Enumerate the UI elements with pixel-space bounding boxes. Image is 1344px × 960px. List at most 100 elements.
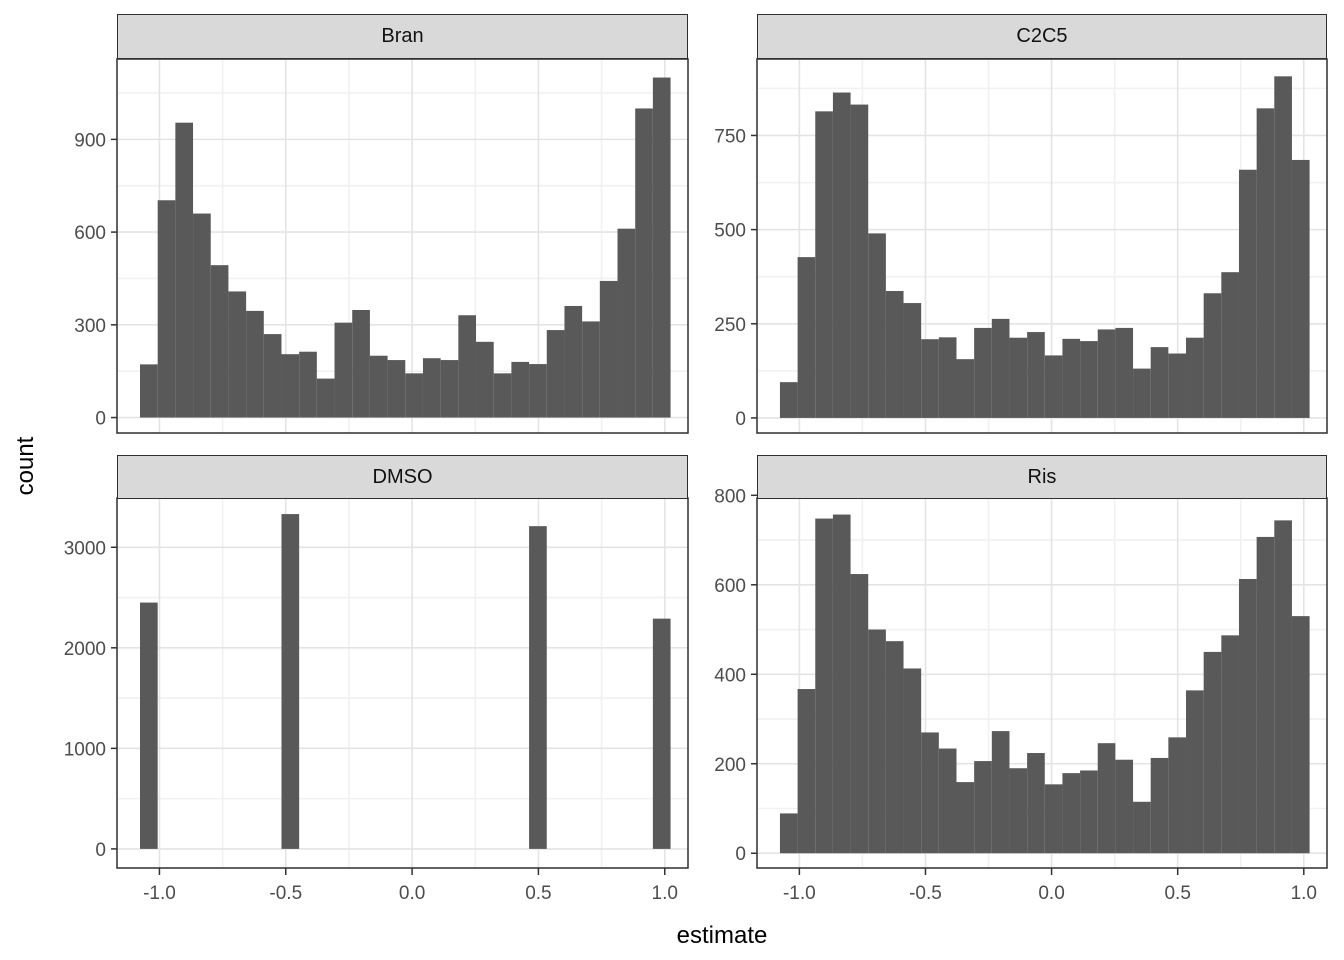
- histogram-bar: [921, 339, 939, 418]
- x-tick-label: 0.5: [525, 883, 551, 904]
- histogram-bar: [1256, 108, 1275, 418]
- y-tick-label: 0: [735, 844, 746, 865]
- histogram-bar: [139, 364, 158, 418]
- histogram-bar: [903, 303, 922, 418]
- histogram-bar: [210, 265, 229, 418]
- histogram-bar: [175, 122, 194, 418]
- histogram-bar: [1238, 578, 1257, 854]
- histogram-bar: [1115, 327, 1134, 418]
- histogram-bar: [1150, 347, 1169, 418]
- histogram-bar: [1168, 353, 1187, 418]
- x-tick-label: 0.5: [1164, 883, 1190, 904]
- histogram-bar: [1203, 651, 1222, 854]
- histogram-bar: [635, 108, 653, 418]
- y-tick-label: 600: [714, 576, 746, 597]
- histogram-bar: [1150, 757, 1169, 854]
- histogram-bar: [832, 514, 851, 854]
- histogram-bar: [1009, 768, 1028, 854]
- histogram-bar: [938, 337, 957, 418]
- facet-panel-dmso: 0 1000 2000 3000 -1.0 -0.5 0.0 0.5 1.0: [64, 497, 689, 904]
- histogram-bar: [1080, 770, 1098, 854]
- histogram-bar: [1221, 635, 1239, 854]
- y-axis-title: count: [12, 436, 39, 496]
- y-tick-label: 200: [714, 755, 746, 776]
- histogram-bar: [797, 689, 816, 854]
- histogram-bar: [868, 233, 886, 418]
- histogram-bar: [779, 382, 798, 418]
- histogram-bar: [387, 360, 406, 418]
- histogram-bar: [546, 330, 565, 418]
- y-tick-label: 0: [95, 840, 106, 861]
- histogram-bar: [422, 358, 441, 418]
- x-tick-label: -1.0: [143, 883, 176, 904]
- histogram-bar: [246, 310, 264, 418]
- y-tick-label: 400: [714, 665, 746, 686]
- histogram-bar: [334, 322, 353, 418]
- histogram-bar: [440, 360, 459, 418]
- y-tick-label: 750: [714, 126, 746, 147]
- facet-panel-ris: 0 200 400 600 800 -1.0 -0.5 0.0 0.5 1.0: [714, 486, 1328, 904]
- histogram-bar: [1009, 337, 1028, 418]
- facet-strip-dmso: DMSO: [117, 455, 688, 499]
- histogram-bar: [1115, 759, 1134, 854]
- x-tick-label: -1.0: [783, 883, 816, 904]
- histogram-bar: [1097, 329, 1116, 418]
- histogram-bar: [1027, 332, 1045, 418]
- histogram-bar: [263, 334, 282, 418]
- histogram-bar: [652, 77, 671, 418]
- histogram-bar: [369, 355, 388, 418]
- histogram-bar: [476, 341, 494, 418]
- histogram-bar: [1097, 743, 1116, 854]
- histogram-bar: [316, 378, 335, 418]
- x-tick-label: -0.5: [269, 883, 302, 904]
- histogram-bar: [1168, 737, 1187, 854]
- histogram-bar: [529, 526, 547, 849]
- facet-strip-c2c5: C2C5: [757, 14, 1327, 59]
- histogram-bar: [352, 309, 370, 418]
- y-tick-label: 500: [714, 221, 746, 242]
- histogram-bar: [885, 641, 904, 854]
- histogram-bar: [582, 321, 600, 418]
- histogram-bar: [228, 291, 247, 418]
- panel-border: [116, 58, 689, 434]
- histogram-bar: [511, 361, 530, 418]
- histogram-bar: [157, 200, 176, 418]
- histogram-bar: [938, 748, 957, 854]
- histogram-bar: [493, 373, 512, 418]
- histogram-bar: [1080, 341, 1098, 418]
- histogram-bar: [599, 280, 618, 418]
- y-tick-label: 250: [714, 315, 746, 336]
- facet-panel-c2c5: 0 250 500 750: [714, 58, 1328, 434]
- histogram-bar: [1044, 784, 1063, 854]
- histogram-bar: [1274, 520, 1292, 854]
- y-tick-label: 1000: [64, 739, 106, 760]
- y-tick-label: 900: [74, 130, 106, 151]
- y-tick-label: 800: [714, 486, 746, 507]
- histogram-bar: [1133, 801, 1151, 854]
- facet-title-bran: Bran: [381, 25, 424, 47]
- histogram-bar: [1186, 337, 1204, 418]
- histogram-bar: [850, 104, 869, 418]
- facet-title-c2c5: C2C5: [1016, 25, 1068, 47]
- y-tick-label: 0: [95, 409, 106, 430]
- histogram-bar: [797, 257, 816, 418]
- x-tick-label: 0.0: [399, 883, 425, 904]
- histogram-bar: [815, 111, 833, 418]
- histogram-bar: [193, 213, 211, 418]
- histogram-bar: [1203, 293, 1222, 418]
- histogram-bar: [991, 318, 1010, 418]
- x-tick-label: 1.0: [652, 883, 678, 904]
- y-tick-label: 300: [74, 316, 106, 337]
- histogram-bar: [139, 602, 158, 849]
- histogram-bar: [991, 731, 1010, 854]
- y-tick-label: 3000: [64, 538, 106, 559]
- histogram-bar: [850, 574, 869, 854]
- histogram-bar: [458, 315, 477, 418]
- facet-title-ris: Ris: [1027, 465, 1057, 488]
- histogram-bar: [299, 351, 317, 418]
- y-tick-label: 600: [74, 223, 106, 244]
- histogram-bar: [281, 354, 300, 418]
- histogram-bar: [974, 761, 992, 854]
- facet-strip-bran: Bran: [117, 14, 688, 59]
